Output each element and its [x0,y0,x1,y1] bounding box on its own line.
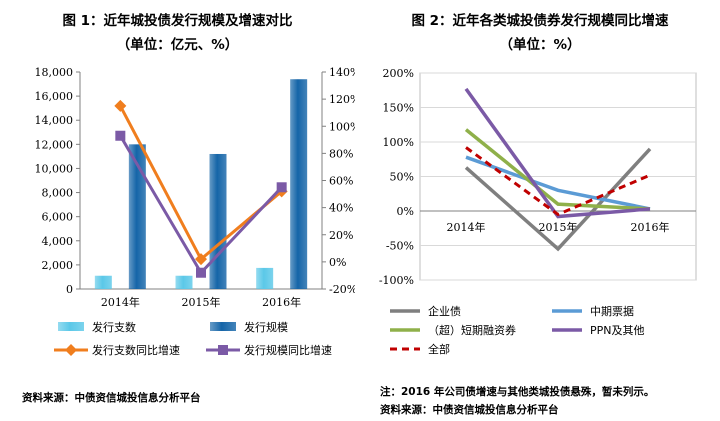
legend-label: 发行支数 [92,320,136,334]
legend-swatch [210,322,236,331]
marker-diamond [114,99,127,112]
right-y-tick-label: 40% [329,202,353,215]
legend-label: 发行规模同比增速 [244,343,332,357]
left-chart-subtitle: （单位：亿元、%） [116,37,239,53]
y-tick-label: 100% [383,136,414,149]
marker-square [115,130,126,141]
legend-marker [218,345,228,355]
legend-label: （超）短期融资券 [428,323,516,337]
right-y-tick-label: -20% [329,283,355,296]
legend-label: PPN及其他 [590,324,645,337]
y-tick-label: 200% [383,67,414,80]
right-footnote: 注：2016 年公司债增速与其他类城投债悬殊，暂未列示。 [380,386,655,398]
legend-label: 全部 [428,342,450,356]
bar-issue-scale [290,79,308,289]
left-y-tick-label: 4,000 [42,235,74,248]
x-tick-label: 2014年 [101,295,140,309]
bar-issue-count [256,267,274,289]
left-y-tick-label: 10,000 [35,162,74,175]
left-y-tick-label: 18,000 [35,66,74,79]
left-y-tick-label: 2,000 [42,259,74,272]
series-line [464,87,651,219]
x-tick-label: 2015年 [182,295,221,309]
series-line [465,146,651,217]
y-tick-label: 0% [397,205,414,218]
left-y-tick-label: 0 [66,283,73,296]
legend-swatch [58,322,84,331]
left-chart-panel: 图 1：近年城投债发行规模及增速对比 （单位：亿元、%） 0 2,000 4,000… [0,0,355,421]
left-y-tick-label: 12,000 [35,138,74,151]
legend-label: 发行支数同比增速 [92,343,180,357]
y-tick-label: 50% [390,171,414,184]
right-y-tick-label: 120% [329,93,355,106]
right-y-tick-label: 80% [329,147,353,160]
right-chart-title: 图 2：近年各类城投债券发行规模同比增速 [411,13,669,29]
series-line [465,155,651,211]
x-tick-label: 2014年 [447,220,486,234]
legend-label: 中期票据 [590,304,634,318]
series-line [464,147,652,252]
x-tick-label: 2016年 [262,295,301,309]
right-y-tick-label: 60% [329,175,353,188]
marker-square [196,267,206,278]
left-chart-title: 图 1：近年城投债发行规模及增速对比 [62,13,293,29]
legend-label: 发行规模 [244,320,288,334]
legend-label: 企业债 [428,304,461,318]
right-line-chart: -100% -50% 0% 50% 100% 150% 200% 2014年 2015年 2016… [379,67,697,356]
right-chart-panel: 图 2：近年各类城投债券发行规模同比增速 （单位：%） -100% -50% 0% 5… [360,0,720,421]
left-y-tick-label: 6,000 [42,211,74,224]
left-y-tick-label: 8,000 [42,187,74,200]
legend-marker [65,344,77,356]
right-y-tick-label: 100% [329,120,355,133]
right-chart-subtitle: （单位：%） [499,37,581,53]
marker-diamond [195,253,207,266]
right-source-note: 资料来源：中债资信城投信息分析平台 [380,404,559,416]
bar-issue-scale [209,153,227,289]
x-tick-label: 2016年 [631,220,670,234]
left-combo-chart: 0 2,000 4,000 6,000 8,000 10,000 12,000 14,000 1… [35,66,356,357]
bar-issue-scale [128,144,146,289]
y-tick-label: -50% [386,240,414,253]
y-tick-label: -100% [379,274,414,287]
series-line [464,128,651,211]
right-y-tick-label: 140% [329,66,355,79]
left-source-note: 资料来源：中债资信城投信息分析平台 [22,392,201,404]
bar-issue-count [175,275,193,289]
bar-issue-count [94,275,112,289]
y-tick-label: 150% [383,102,414,115]
left-y-tick-label: 16,000 [35,90,74,103]
left-y-tick-label: 14,000 [35,114,74,127]
marker-square [276,182,287,193]
right-y-tick-label: 20% [329,229,353,242]
right-y-tick-label: 0% [329,256,346,269]
x-tick-label: 2015年 [539,220,578,234]
